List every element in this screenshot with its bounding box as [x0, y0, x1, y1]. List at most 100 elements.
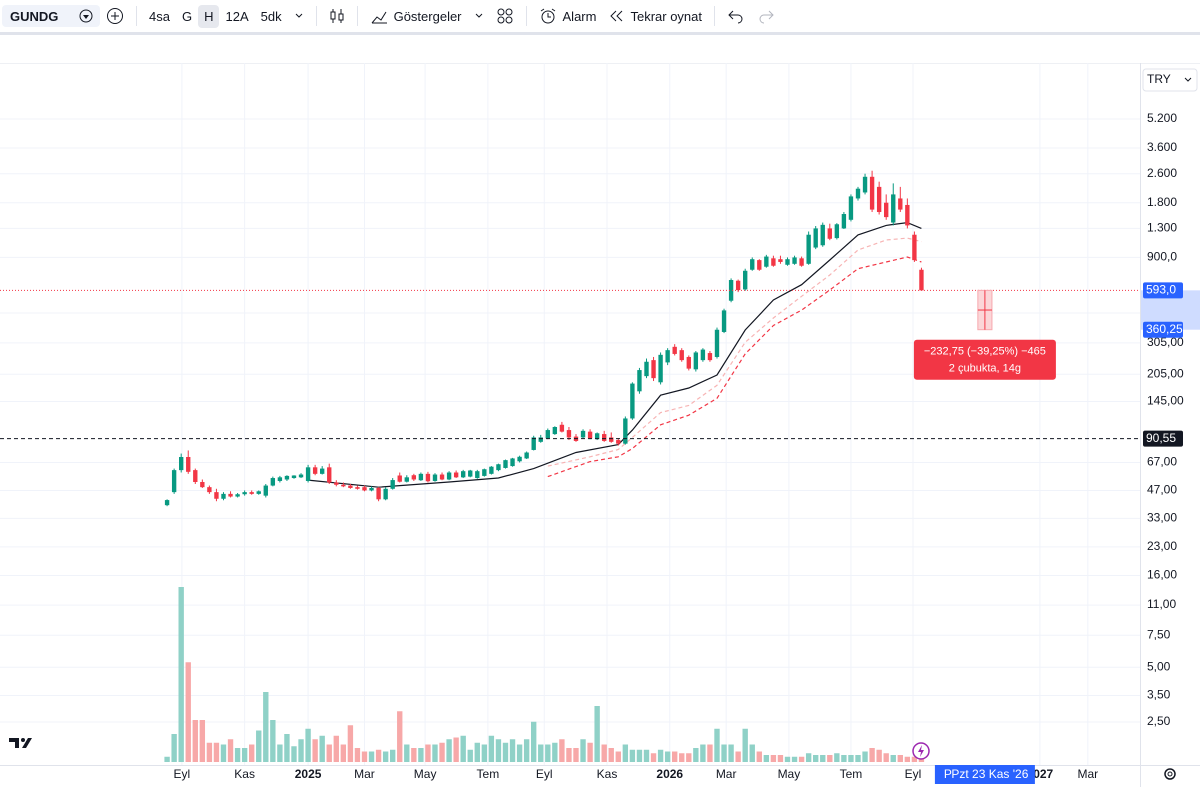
volume-bar — [488, 735, 495, 762]
volume-bar — [509, 739, 516, 762]
volume-bar — [700, 744, 706, 762]
candle-body — [446, 472, 452, 480]
volume-bar — [636, 749, 643, 762]
candle-body — [637, 370, 642, 392]
candle-body — [517, 456, 522, 462]
y-tick-label: 3.600 — [1147, 140, 1177, 154]
interval[interactable]: 12A — [225, 8, 249, 24]
x-tick-label: Eyl — [905, 767, 922, 781]
volume-bar — [798, 756, 805, 762]
candle-body — [876, 186, 882, 213]
volume-bar — [206, 742, 213, 762]
indicator-line — [308, 221, 922, 488]
candle-body — [171, 470, 177, 493]
candle-body — [164, 500, 170, 506]
volume-bar — [192, 720, 198, 762]
measure-label: −232,75 (−39,25%) −465 — [924, 346, 1046, 358]
candle-body — [256, 491, 261, 494]
candle-body — [559, 424, 565, 432]
candle-body — [679, 350, 684, 361]
candle-body — [510, 458, 515, 467]
interval[interactable]: H — [198, 4, 220, 28]
candle-body — [545, 430, 550, 439]
volume-bar — [333, 735, 339, 762]
indicators-label: Göstergeler — [393, 8, 462, 24]
volume-bar — [340, 744, 347, 762]
indicators-menu[interactable] — [468, 7, 490, 25]
volume-bar — [319, 735, 325, 762]
interval[interactable]: 4sa — [149, 8, 170, 24]
x-tick-label: Tem — [840, 767, 863, 781]
candle-body — [298, 474, 304, 478]
candle-body — [348, 485, 353, 488]
chart-type[interactable] — [323, 3, 351, 29]
y-tick-label: 47,00 — [1147, 483, 1177, 497]
layouts[interactable] — [490, 3, 520, 29]
candle-body — [623, 418, 628, 444]
candle-body — [390, 480, 395, 489]
volume-bar — [227, 739, 234, 762]
volume-bar — [397, 711, 403, 762]
undo[interactable] — [721, 4, 751, 28]
volume-bar — [291, 746, 297, 762]
volume-bar — [326, 744, 332, 762]
x-tick-label: Kas — [597, 767, 618, 781]
candle-body — [700, 349, 706, 361]
candle-body — [179, 456, 184, 471]
volume-bar — [601, 744, 607, 762]
volume-bar — [693, 748, 699, 762]
y-tick-label: 5.200 — [1147, 111, 1177, 125]
alarm[interactable]: Alarm — [533, 3, 603, 29]
icon — [1184, 77, 1192, 82]
candle-body — [284, 475, 290, 480]
candle-body — [869, 176, 875, 210]
interval[interactable]: 5dk — [260, 8, 282, 24]
candle-body — [312, 467, 318, 474]
candle-body — [270, 478, 276, 486]
volume-bar — [178, 587, 184, 762]
volume-bar — [185, 662, 191, 762]
volume-bar — [284, 734, 290, 762]
candle-body — [905, 204, 910, 226]
candle-body — [785, 259, 790, 265]
settings-icon[interactable] — [1164, 768, 1176, 780]
measure-tag — [1143, 321, 1183, 338]
volume-bar — [453, 737, 459, 762]
candle-body — [327, 467, 332, 483]
indicators[interactable]: Göstergeler — [364, 3, 468, 29]
y-tick-label: 23,00 — [1147, 539, 1177, 553]
volume-bar — [742, 728, 748, 762]
candle-body — [919, 269, 924, 291]
replay[interactable]: Tekrar oynat — [602, 4, 708, 28]
interval[interactable]: G — [181, 8, 193, 24]
candle-body — [813, 228, 818, 248]
volume-bar — [777, 755, 784, 762]
lightning-icon[interactable] — [912, 742, 930, 760]
y-tick-label: 1.800 — [1147, 195, 1177, 209]
toolbar: GUNDG 4sa G H 12A 5dk Göstergeler Alarm … — [0, 0, 1200, 35]
x-tick-label: Eyl — [174, 767, 191, 781]
redo[interactable] — [751, 4, 781, 28]
measure-label-box — [913, 339, 1056, 380]
candle-body — [764, 256, 769, 267]
interval-menu[interactable] — [288, 7, 310, 25]
volume-bar — [404, 744, 410, 762]
volume-bar — [220, 744, 227, 762]
measure-tag-label: 360,25 — [1146, 322, 1183, 336]
volume-bar — [587, 742, 593, 762]
candle-body — [489, 466, 494, 474]
volume-bar — [277, 744, 283, 762]
candle-body — [468, 470, 473, 477]
volume-bar — [213, 742, 220, 762]
symbol-search[interactable]: GUNDG — [2, 5, 100, 27]
currency-select[interactable] — [1142, 68, 1198, 92]
x-tick-label: 2025 — [295, 767, 322, 781]
y-tick-label: 5,00 — [1147, 659, 1171, 673]
volume-bar — [827, 755, 833, 762]
add-symbol[interactable] — [100, 3, 130, 29]
candle-body — [848, 196, 854, 220]
candle-body — [912, 234, 917, 261]
candle-body — [799, 258, 804, 266]
replay-label: Tekrar oynat — [630, 8, 703, 24]
